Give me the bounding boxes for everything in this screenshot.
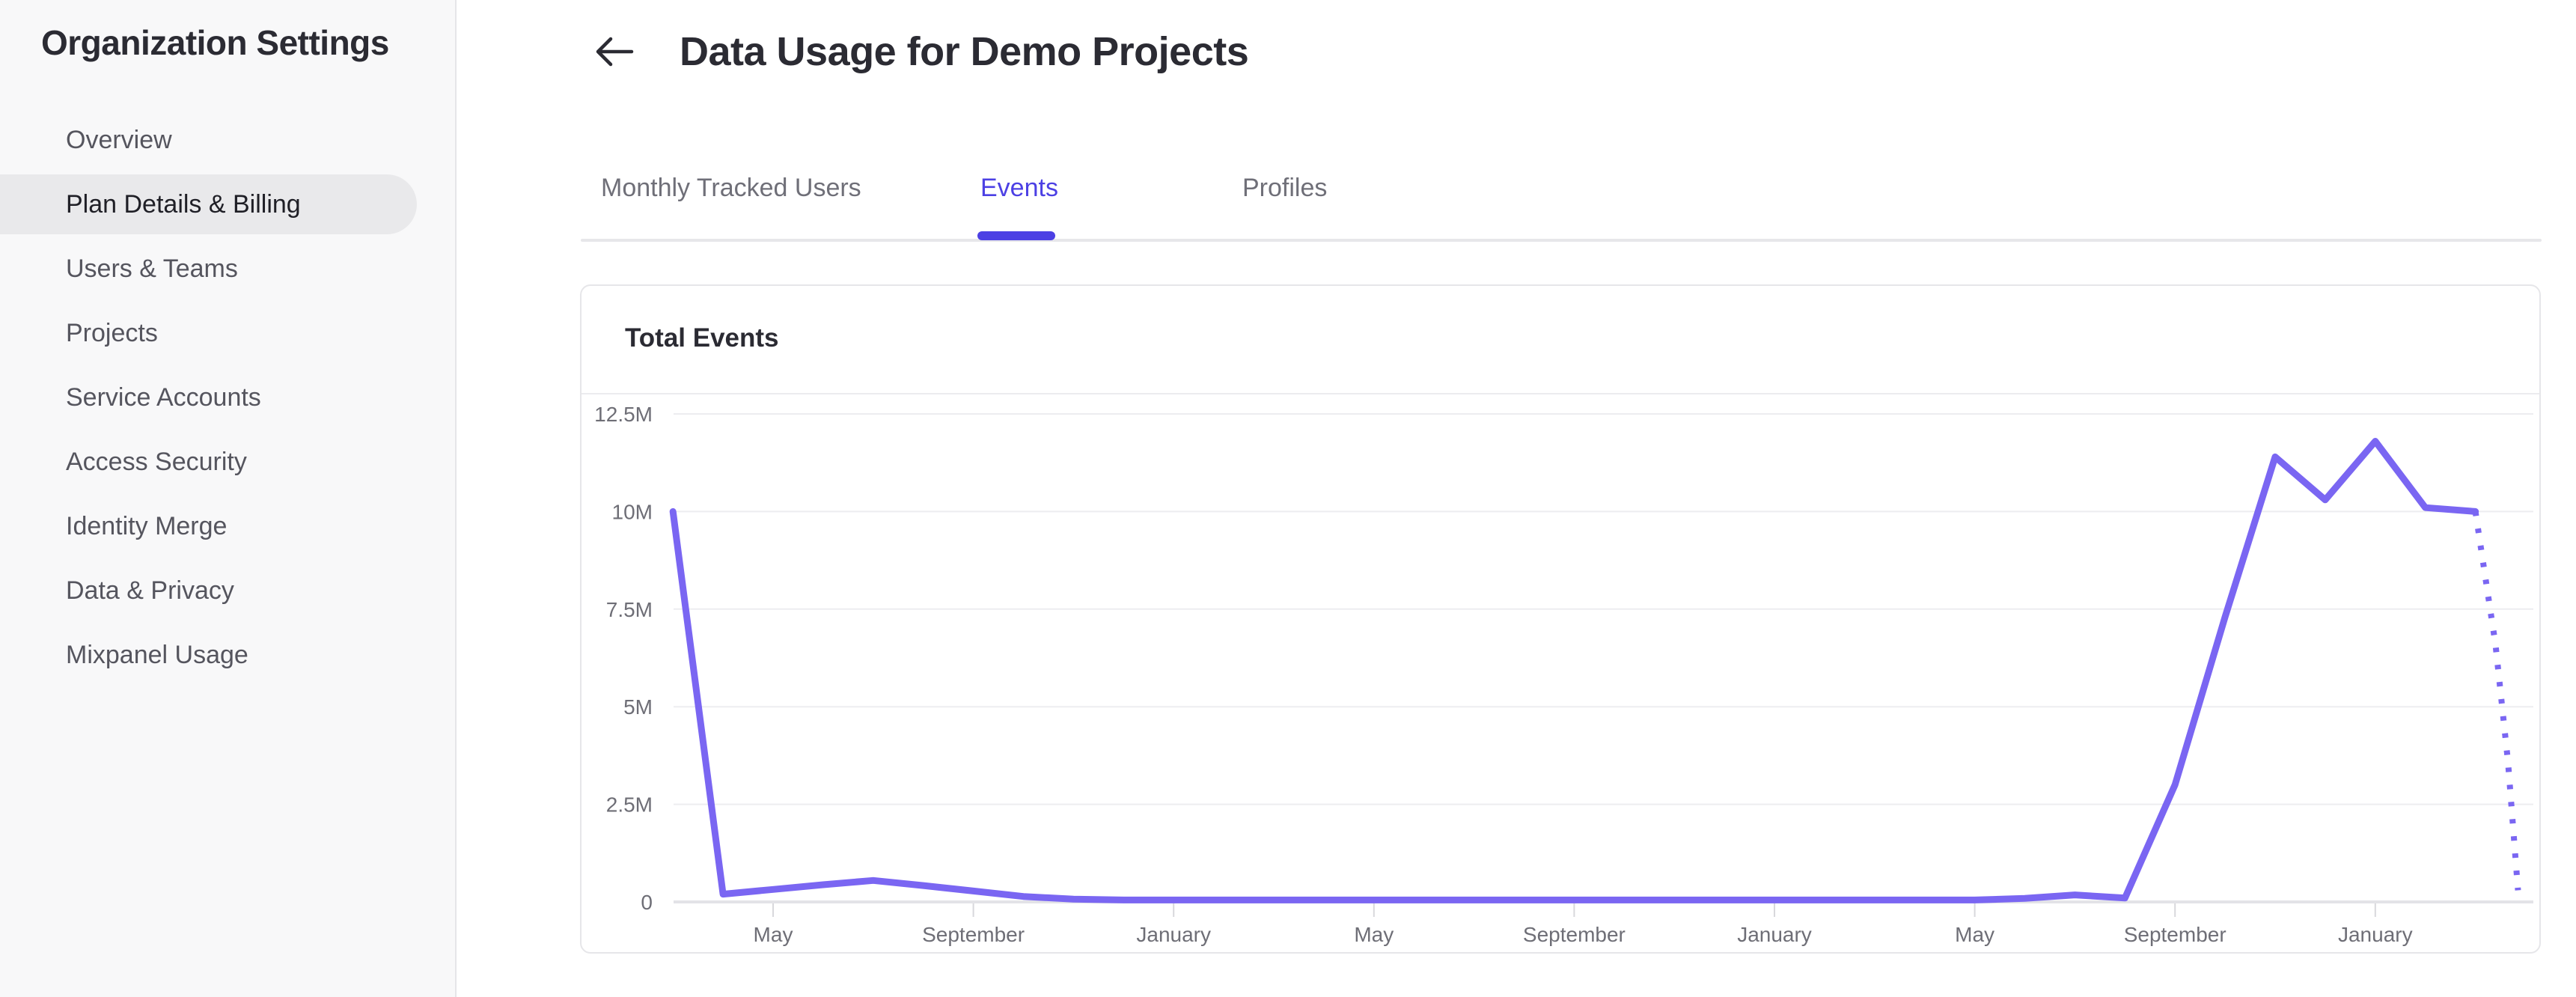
events-projected-line — [2472, 510, 2521, 891]
y-tick-label: 12.5M — [594, 403, 653, 426]
total-events-card: Total Events — [580, 284, 2541, 954]
tabs-divider — [581, 239, 2542, 242]
x-tick-label: January — [1136, 923, 1211, 946]
sidebar-item-access-security[interactable]: Access Security — [66, 447, 247, 476]
sidebar-item-data-privacy[interactable]: Data & Privacy — [66, 576, 234, 605]
page-title: Data Usage for Demo Projects — [680, 29, 1249, 74]
sidebar-item-users-teams[interactable]: Users & Teams — [66, 254, 238, 283]
organization-settings-sidebar: Organization Settings Overview Plan Detai… — [0, 0, 457, 997]
sidebar-title: Organization Settings — [41, 23, 389, 62]
x-tick-label: September — [922, 923, 1025, 946]
sidebar-item-identity-merge[interactable]: Identity Merge — [66, 511, 228, 540]
y-tick-label: 2.5M — [606, 793, 653, 817]
x-tick-label: January — [1737, 923, 1812, 946]
tab-monthly-tracked-users[interactable]: Monthly Tracked Users — [601, 174, 861, 202]
x-tick-label: May — [754, 923, 793, 946]
tab-events[interactable]: Events — [980, 174, 1058, 202]
y-tick-label: 7.5M — [606, 598, 653, 621]
x-tick-label: September — [1523, 923, 1626, 946]
sidebar-nav: Overview Plan Details & Billing Users & Te… — [0, 108, 455, 687]
x-tick-label: May — [1354, 923, 1394, 946]
total-events-line-chart: 0 2.5M 5M 7.5M 10M 12.5M May September January Ma… — [594, 403, 2533, 946]
sidebar-item-overview[interactable]: Overview — [66, 125, 172, 154]
y-tick-label: 10M — [612, 500, 653, 523]
back-button[interactable] — [591, 31, 638, 73]
card-divider — [582, 393, 2539, 394]
sidebar-item-projects[interactable]: Projects — [66, 318, 158, 347]
y-tick-label: 0 — [641, 891, 653, 914]
events-line — [669, 438, 2479, 903]
sidebar-item-plan-details-billing[interactable]: Plan Details & Billing — [0, 174, 417, 234]
tab-profiles[interactable]: Profiles — [1242, 174, 1328, 202]
x-tick-label: September — [2124, 923, 2226, 946]
left-arrow-icon — [593, 34, 636, 72]
x-tick-label: May — [1955, 923, 1994, 946]
active-tab-indicator — [977, 231, 1055, 240]
sidebar-item-mixpanel-usage[interactable]: Mixpanel Usage — [66, 640, 248, 669]
sidebar-item-service-accounts[interactable]: Service Accounts — [66, 382, 261, 412]
chart-title: Total Events — [625, 323, 779, 353]
x-tick-label: January — [2338, 923, 2413, 946]
y-tick-label: 5M — [623, 695, 653, 719]
